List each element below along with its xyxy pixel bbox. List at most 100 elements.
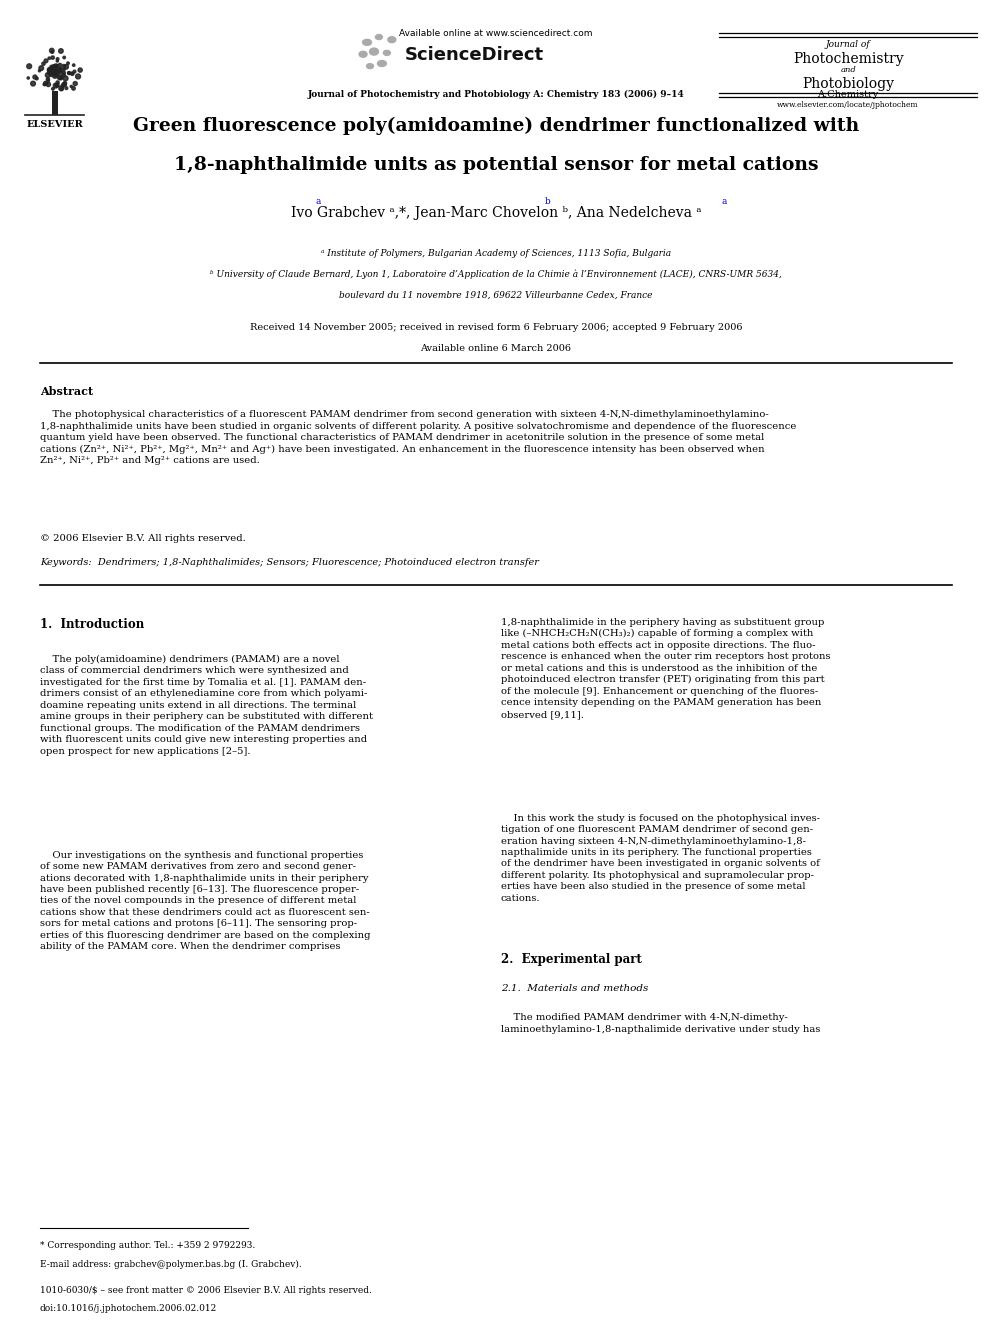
- Ellipse shape: [52, 65, 57, 69]
- Ellipse shape: [66, 62, 69, 65]
- Ellipse shape: [59, 86, 63, 91]
- Ellipse shape: [65, 87, 67, 90]
- Ellipse shape: [51, 67, 55, 71]
- Ellipse shape: [61, 87, 62, 90]
- Text: and: and: [840, 66, 856, 74]
- Text: a: a: [315, 197, 320, 206]
- Text: Photochemistry: Photochemistry: [793, 52, 904, 66]
- Ellipse shape: [59, 77, 62, 79]
- Ellipse shape: [42, 62, 45, 65]
- Ellipse shape: [75, 74, 80, 79]
- Text: b: b: [545, 197, 551, 206]
- Text: Our investigations on the synthesis and functional properties
of some new PAMAM : Our investigations on the synthesis and …: [40, 851, 370, 951]
- Text: * Corresponding author. Tel.: +359 2 9792293.: * Corresponding author. Tel.: +359 2 979…: [40, 1241, 255, 1250]
- Text: 1.  Introduction: 1. Introduction: [40, 618, 144, 631]
- Text: In this work the study is focused on the photophysical inves-
tigation of one fl: In this work the study is focused on the…: [501, 814, 820, 902]
- Ellipse shape: [55, 69, 59, 74]
- Text: 2.1.  Materials and methods: 2.1. Materials and methods: [501, 984, 649, 994]
- Ellipse shape: [54, 66, 58, 70]
- Text: 1,8-naphthalimide units as potential sensor for metal cations: 1,8-naphthalimide units as potential sen…: [174, 156, 818, 175]
- Ellipse shape: [49, 67, 52, 70]
- Ellipse shape: [62, 73, 65, 77]
- Ellipse shape: [359, 52, 367, 57]
- Text: © 2006 Elsevier B.V. All rights reserved.: © 2006 Elsevier B.V. All rights reserved…: [40, 534, 245, 544]
- Text: ᵇ University of Claude Bernard, Lyon 1, Laboratoire d’Application de la Chimie à: ᵇ University of Claude Bernard, Lyon 1, …: [210, 270, 782, 279]
- Ellipse shape: [47, 82, 51, 86]
- Text: Photobiology: Photobiology: [803, 77, 894, 91]
- Ellipse shape: [44, 60, 48, 62]
- Ellipse shape: [46, 73, 51, 78]
- Ellipse shape: [50, 49, 55, 53]
- Text: a: a: [721, 197, 726, 206]
- Ellipse shape: [54, 83, 59, 89]
- Ellipse shape: [54, 70, 58, 74]
- Ellipse shape: [71, 87, 75, 90]
- Ellipse shape: [51, 56, 55, 60]
- Ellipse shape: [62, 56, 65, 58]
- Ellipse shape: [50, 74, 53, 77]
- Ellipse shape: [48, 79, 50, 82]
- Text: Abstract: Abstract: [40, 386, 93, 397]
- Ellipse shape: [51, 50, 54, 53]
- Ellipse shape: [55, 71, 59, 77]
- Text: Ivo Grabchev ᵃ,*, Jean-Marc Chovelon ᵇ, Ana Nedelcheva ᵃ: Ivo Grabchev ᵃ,*, Jean-Marc Chovelon ᵇ, …: [291, 206, 701, 221]
- Ellipse shape: [63, 69, 65, 70]
- Ellipse shape: [63, 75, 68, 81]
- Ellipse shape: [54, 64, 58, 67]
- Text: 2.  Experimental part: 2. Experimental part: [501, 953, 642, 966]
- Text: Green fluorescence poly(amidoamine) dendrimer functionalized with: Green fluorescence poly(amidoamine) dend…: [133, 116, 859, 135]
- Text: ᵃ Institute of Polymers, Bulgarian Academy of Sciences, 1113 Sofia, Bulgaria: ᵃ Institute of Polymers, Bulgarian Acade…: [321, 249, 671, 258]
- Ellipse shape: [54, 71, 56, 74]
- Ellipse shape: [50, 65, 54, 69]
- Ellipse shape: [48, 71, 52, 74]
- Ellipse shape: [67, 71, 70, 74]
- Ellipse shape: [62, 65, 65, 67]
- Text: 1,8-naphthalimide in the periphery having as substituent group
like (–NHCH₂CH₂N(: 1,8-naphthalimide in the periphery havin…: [501, 618, 830, 718]
- Ellipse shape: [63, 82, 66, 85]
- Text: The modified PAMAM dendrimer with 4-N,N-dimethy-
laminoethylamino-1,8-napthalimi: The modified PAMAM dendrimer with 4-N,N-…: [501, 1013, 820, 1033]
- Ellipse shape: [48, 67, 52, 71]
- Ellipse shape: [43, 83, 46, 86]
- Text: E-mail address: grabchev@polymer.bas.bg (I. Grabchev).: E-mail address: grabchev@polymer.bas.bg …: [40, 1259, 302, 1269]
- Ellipse shape: [56, 81, 60, 85]
- Ellipse shape: [56, 83, 60, 87]
- Text: 1010-6030/$ – see front matter © 2006 Elsevier B.V. All rights reserved.: 1010-6030/$ – see front matter © 2006 El…: [40, 1286, 372, 1295]
- Ellipse shape: [58, 67, 62, 73]
- Ellipse shape: [53, 73, 58, 78]
- Ellipse shape: [59, 49, 63, 53]
- Text: The photophysical characteristics of a fluorescent PAMAM dendrimer from second g: The photophysical characteristics of a f…: [40, 410, 796, 466]
- Ellipse shape: [56, 65, 59, 67]
- Ellipse shape: [59, 70, 62, 73]
- Text: Journal of: Journal of: [826, 40, 870, 49]
- Ellipse shape: [70, 86, 72, 87]
- Ellipse shape: [52, 70, 57, 74]
- Ellipse shape: [73, 70, 76, 73]
- Text: Available online at www.sciencedirect.com: Available online at www.sciencedirect.co…: [399, 29, 593, 38]
- Ellipse shape: [363, 40, 371, 45]
- Ellipse shape: [375, 34, 383, 40]
- Text: Received 14 November 2005; received in revised form 6 February 2006; accepted 9 : Received 14 November 2005; received in r…: [250, 323, 742, 332]
- Ellipse shape: [78, 67, 82, 73]
- Ellipse shape: [36, 77, 38, 79]
- FancyBboxPatch shape: [52, 91, 58, 115]
- Ellipse shape: [62, 85, 64, 87]
- Ellipse shape: [53, 70, 58, 74]
- Ellipse shape: [72, 64, 75, 66]
- Text: Available online 6 March 2006: Available online 6 March 2006: [421, 344, 571, 353]
- Text: boulevard du 11 novembre 1918, 69622 Villeurbanne Cedex, France: boulevard du 11 novembre 1918, 69622 Vil…: [339, 291, 653, 300]
- Ellipse shape: [58, 67, 61, 70]
- Ellipse shape: [58, 74, 62, 79]
- Ellipse shape: [53, 70, 56, 73]
- Ellipse shape: [67, 71, 70, 74]
- Ellipse shape: [73, 82, 77, 86]
- Ellipse shape: [63, 65, 68, 69]
- Ellipse shape: [383, 50, 390, 56]
- Ellipse shape: [39, 66, 44, 70]
- Ellipse shape: [62, 82, 66, 87]
- Ellipse shape: [31, 81, 36, 86]
- Ellipse shape: [377, 61, 387, 66]
- Ellipse shape: [57, 58, 59, 61]
- Ellipse shape: [367, 64, 373, 69]
- Text: doi:10.1016/j.jphotochem.2006.02.012: doi:10.1016/j.jphotochem.2006.02.012: [40, 1304, 217, 1314]
- Ellipse shape: [60, 67, 62, 70]
